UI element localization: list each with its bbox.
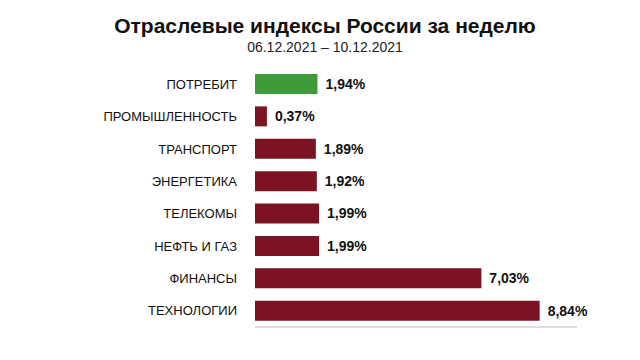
svg-text:ТЕЛЕКОМЫ: ТЕЛЕКОМЫ: [163, 206, 237, 221]
svg-text:1,92%: 1,92%: [325, 173, 365, 189]
svg-text:0,37%: 0,37%: [275, 108, 315, 124]
svg-text:ФИНАНСЫ: ФИНАНСЫ: [169, 271, 237, 286]
html-text:06.12.2021 – 10.12.2021: 06.12.2021 – 10.12.2021: [247, 39, 403, 55]
svg-text:1,99%: 1,99%: [327, 205, 367, 221]
svg-text:8,84%: 8,84%: [548, 303, 588, 319]
svg-text:1,94%: 1,94%: [325, 76, 365, 92]
svg-text:ПРОМЫШЛЕННОСТЬ: ПРОМЫШЛЕННОСТЬ: [103, 109, 237, 124]
svg-text:НЕФТЬ И ГАЗ: НЕФТЬ И ГАЗ: [154, 239, 237, 254]
svg-text:1,99%: 1,99%: [327, 238, 367, 254]
html-text:Отраслевые индексы России за н: Отраслевые индексы России за неделю: [114, 14, 536, 37]
svg-text:ТРАНСПОРТ: ТРАНСПОРТ: [158, 142, 237, 157]
svg-text:ТЕХНОЛОГИИ: ТЕХНОЛОГИИ: [148, 303, 237, 318]
svg-text:ЭНЕРГЕТИКА: ЭНЕРГЕТИКА: [152, 174, 238, 189]
svg-text:1,89%: 1,89%: [324, 141, 364, 157]
svg-text:ПОТРЕБИТ: ПОТРЕБИТ: [166, 77, 237, 92]
svg-text:7,03%: 7,03%: [489, 270, 529, 286]
